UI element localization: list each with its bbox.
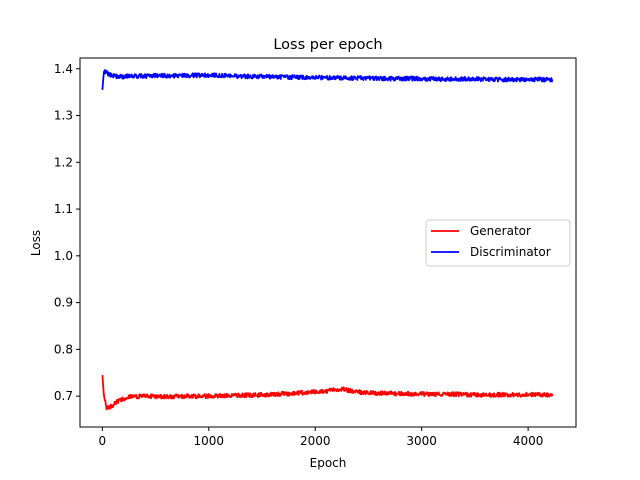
y-tick-label: 1.4	[54, 62, 73, 76]
y-axis: 0.7 0.8 0.9 1.0 1.1 1.2 1.3 1.4	[54, 62, 80, 403]
y-tick-label: 0.9	[54, 296, 73, 310]
plot-area	[101, 69, 554, 411]
x-tick-label: 3000	[406, 434, 437, 448]
x-axis-label: Epoch	[310, 456, 347, 470]
plot-frame	[79, 57, 577, 428]
x-tick-label: 4000	[513, 434, 544, 448]
y-axis-label: Loss	[29, 230, 43, 256]
x-tick-label: 1000	[194, 434, 225, 448]
x-tick-label: 0	[99, 434, 107, 448]
x-tick-label: 2000	[300, 434, 331, 448]
series-line-discriminator	[101, 69, 554, 90]
series-line-generator	[101, 375, 554, 411]
y-tick-label: 1.1	[54, 202, 73, 216]
legend-generator-label: Generator	[470, 224, 531, 238]
legend-discriminator-label: Discriminator	[470, 245, 551, 259]
y-tick-label: 1.0	[54, 249, 73, 263]
y-tick-label: 0.8	[54, 342, 73, 356]
chart-title: Loss per epoch	[273, 37, 382, 53]
y-tick-label: 1.3	[54, 109, 73, 123]
x-axis: 0 1000 2000 3000 4000	[99, 427, 544, 448]
legend-box	[425, 219, 571, 267]
legend: Generator Discriminator	[425, 219, 571, 267]
y-tick-label: 1.2	[54, 155, 73, 169]
y-tick-label: 0.7	[54, 389, 73, 403]
